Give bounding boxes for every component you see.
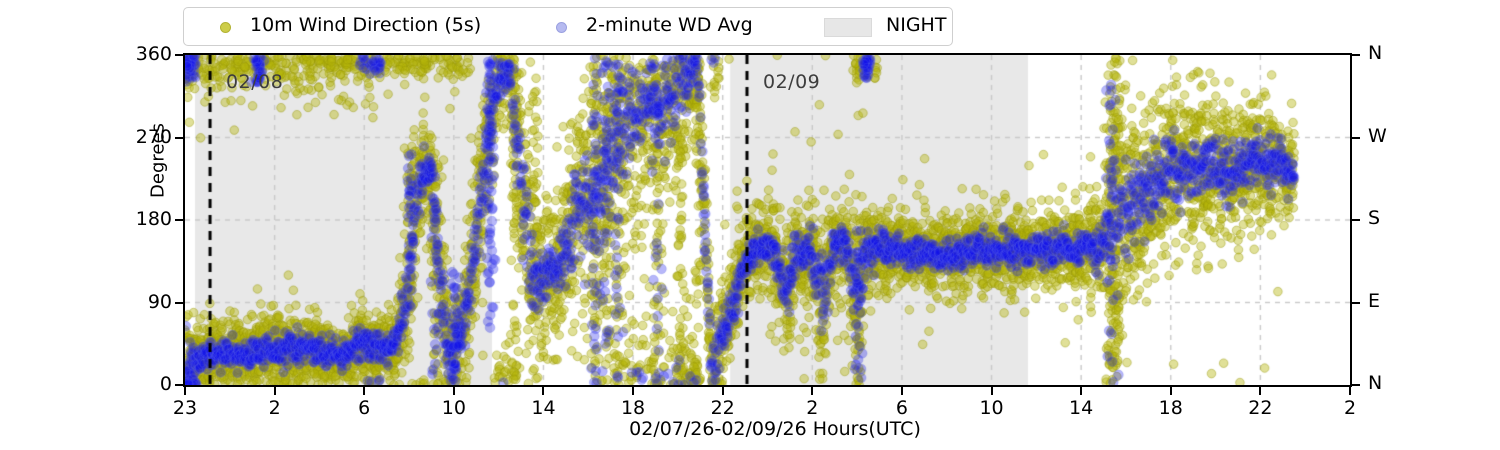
night-patch-icon (824, 18, 872, 37)
scatter-canvas (185, 55, 1350, 385)
date-label-0208: 02/08 (226, 71, 284, 93)
x-tick-label-12: 22 (1248, 397, 1273, 419)
x-tick-mark (990, 387, 993, 395)
x-tick-label-7: 2 (806, 397, 819, 419)
y-tick-label-270: 270 (135, 125, 172, 148)
x-tick-mark (900, 387, 903, 395)
x-tick-mark (363, 387, 366, 395)
y-tick-mark (175, 384, 183, 386)
x-tick-mark (811, 387, 814, 395)
legend-label-night: NIGHT (886, 14, 947, 36)
x-tick-label-8: 6 (895, 397, 908, 419)
legend-label-wd-avg: 2-minute WD Avg (586, 14, 753, 36)
plot-area: 02/08 02/09 (183, 53, 1352, 387)
y-tick-label-360: 360 (135, 43, 172, 65)
y-tick-mark (175, 301, 183, 304)
y-tick-label-0: 0 (159, 373, 172, 395)
x-tick-label-0: 23 (172, 397, 198, 419)
x-tick-label-6: 22 (710, 397, 735, 419)
x-tick-label-13: 2 (1343, 397, 1357, 419)
x-tick-mark (452, 387, 455, 395)
x-tick-mark (542, 387, 545, 395)
x-tick-mark (1349, 387, 1351, 395)
compass-label-N-0: N (1368, 372, 1383, 394)
compass-label-S-180: S (1368, 207, 1381, 229)
y-tick-label-90: 90 (147, 290, 172, 313)
y-tick-mark (175, 136, 183, 139)
right-tick-mark (1352, 219, 1360, 221)
wd-avg-marker-icon (556, 22, 567, 33)
y-tick-mark (175, 54, 183, 56)
x-tick-mark (1080, 387, 1083, 395)
x-tick-mark (1169, 387, 1172, 395)
legend: 10m Wind Direction (5s) 2-minute WD Avg … (183, 7, 953, 46)
x-tick-label-10: 14 (1069, 397, 1094, 419)
x-tick-label-1: 2 (268, 397, 281, 419)
y-tick-label-180: 180 (135, 208, 172, 230)
x-tick-label-11: 18 (1158, 397, 1183, 419)
right-tick-mark (1352, 54, 1360, 56)
x-tick-label-2: 6 (358, 397, 371, 419)
compass-label-E-90: E (1368, 289, 1381, 312)
x-tick-label-9: 10 (979, 397, 1004, 419)
compass-label-N-360: N (1368, 42, 1383, 64)
x-axis-label: 02/07/26-02/09/26 Hours(UTC) (629, 418, 921, 440)
compass-label-W-270: W (1368, 124, 1387, 147)
x-tick-mark (1259, 387, 1262, 395)
legend-label-wind-5s: 10m Wind Direction (5s) (250, 14, 482, 36)
x-tick-mark (184, 387, 186, 395)
x-tick-mark (632, 387, 635, 395)
x-tick-mark (721, 387, 724, 395)
x-tick-label-3: 10 (441, 397, 466, 419)
y-tick-mark (175, 219, 183, 221)
x-tick-mark (273, 387, 276, 395)
wind-5s-marker-icon (220, 22, 231, 33)
date-label-0209: 02/09 (762, 71, 821, 93)
right-tick-mark (1352, 384, 1360, 386)
right-tick-mark (1352, 301, 1360, 304)
right-tick-mark (1352, 136, 1360, 139)
x-tick-label-4: 14 (531, 397, 556, 419)
x-tick-label-5: 18 (620, 397, 646, 419)
